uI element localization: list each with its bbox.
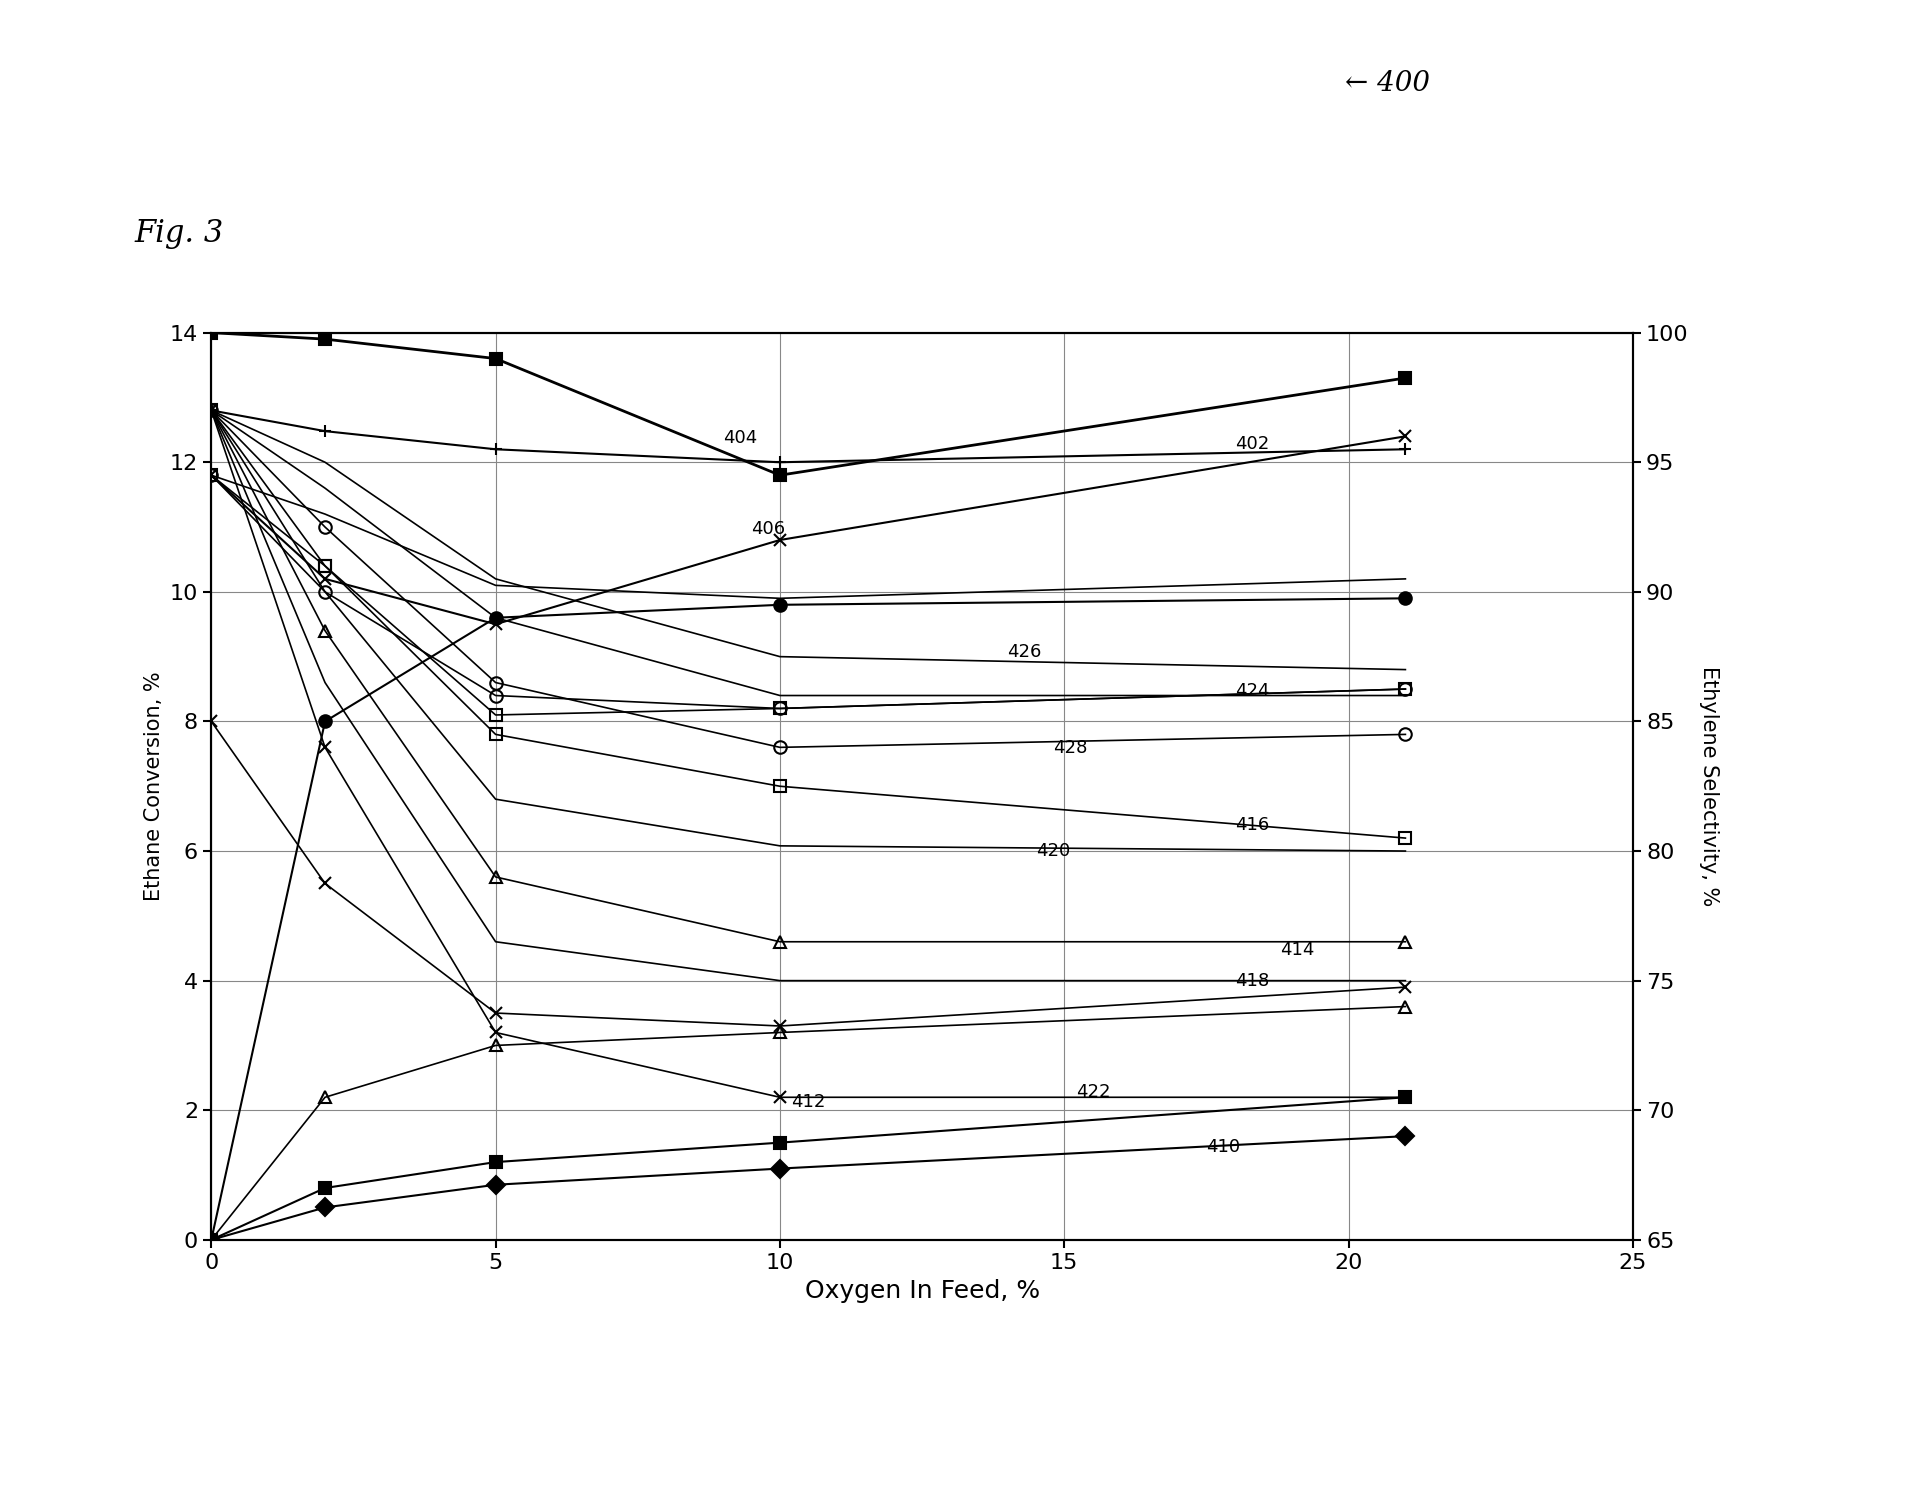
Text: 428: 428 <box>1053 738 1087 756</box>
Text: Fig. 3: Fig. 3 <box>134 218 223 249</box>
Text: 424: 424 <box>1235 682 1270 700</box>
Text: 426: 426 <box>1007 643 1041 661</box>
Text: 422: 422 <box>1076 1083 1110 1101</box>
Text: 406: 406 <box>751 520 786 538</box>
Text: 420: 420 <box>1035 842 1070 860</box>
Text: 404: 404 <box>722 429 757 448</box>
Text: 416: 416 <box>1235 816 1270 835</box>
Text: 402: 402 <box>1235 435 1270 454</box>
Text: 414: 414 <box>1279 940 1314 959</box>
Y-axis label: Ethylene Selectivity, %: Ethylene Selectivity, % <box>1700 667 1719 906</box>
Y-axis label: Ethane Conversion, %: Ethane Conversion, % <box>144 671 163 901</box>
Text: 418: 418 <box>1235 972 1270 990</box>
X-axis label: Oxygen In Feed, %: Oxygen In Feed, % <box>805 1279 1039 1303</box>
Text: 410: 410 <box>1206 1139 1241 1157</box>
Text: ← 400: ← 400 <box>1345 70 1429 97</box>
Text: 412: 412 <box>791 1093 826 1111</box>
